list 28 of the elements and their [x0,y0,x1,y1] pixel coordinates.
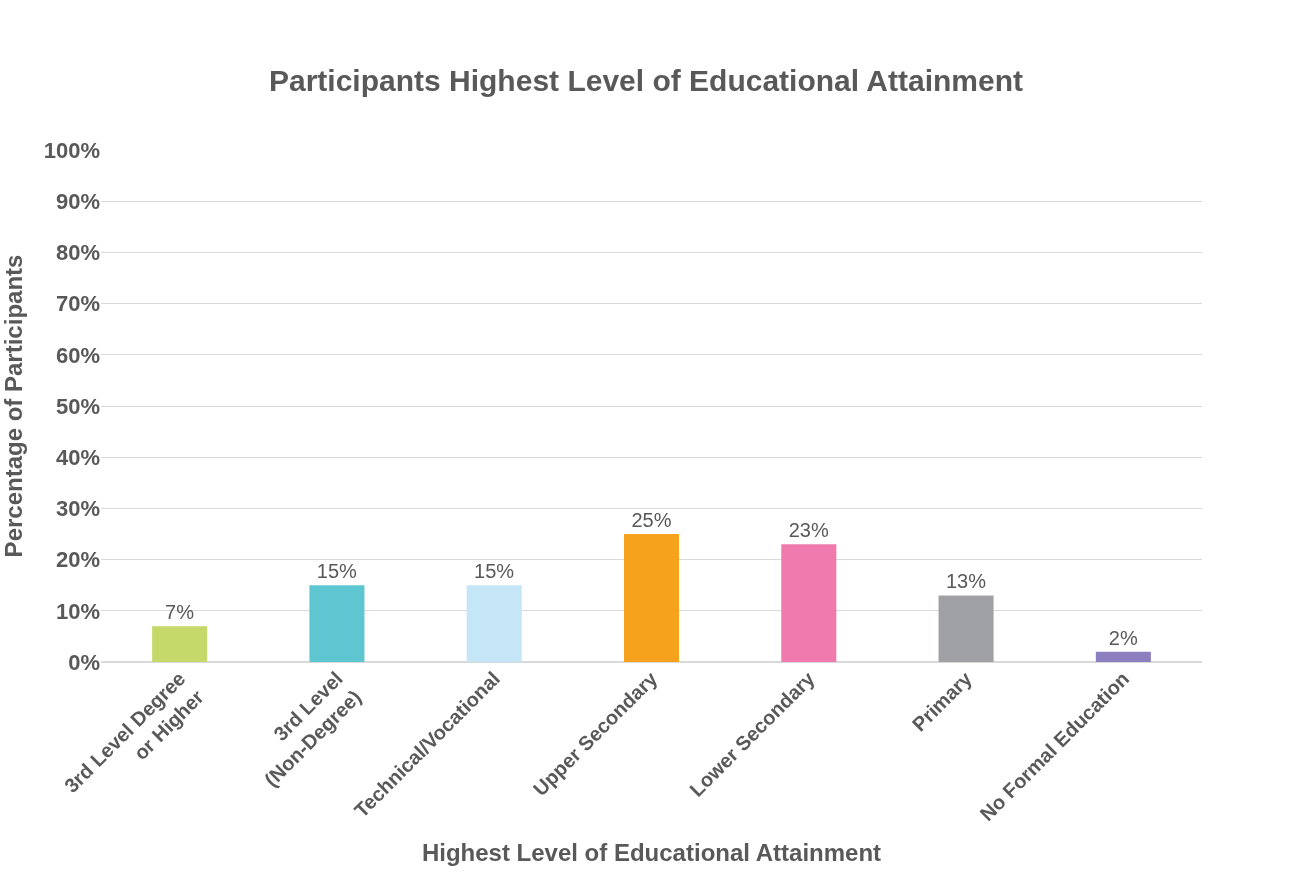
y-tick-label: 100% [43,137,100,163]
data-label: 23% [788,519,829,542]
data-label: 13% [945,570,987,593]
bar [623,534,680,662]
bar [781,544,837,662]
data-label: 15% [316,560,358,583]
data-label: 25% [631,509,672,531]
y-tick-label: 50% [55,393,100,419]
y-tick-label: 40% [55,444,100,470]
bar [466,585,522,662]
y-tick-label: 0% [68,649,100,675]
y-tick-label: 20% [55,547,100,573]
data-label: 2% [1108,626,1138,649]
bar [938,595,994,662]
y-tick-label: 60% [55,342,100,368]
chart-title: Participants Highest Level of Educational Attainment [268,63,1024,97]
bar [1095,651,1151,662]
bar [152,626,208,662]
y-tick-label: 90% [55,188,100,214]
bar [309,585,365,662]
y-tick-label: 30% [55,496,100,522]
y-tick-label: 80% [55,240,100,266]
y-tick-label: 10% [55,598,100,624]
y-axis-title: Percentage of Participants [0,254,27,558]
x-axis-title: Highest Level of Educational Attainment [421,839,882,867]
y-tick-label: 70% [55,291,100,317]
data-label: 7% [165,601,195,624]
data-label: 15% [474,560,515,583]
